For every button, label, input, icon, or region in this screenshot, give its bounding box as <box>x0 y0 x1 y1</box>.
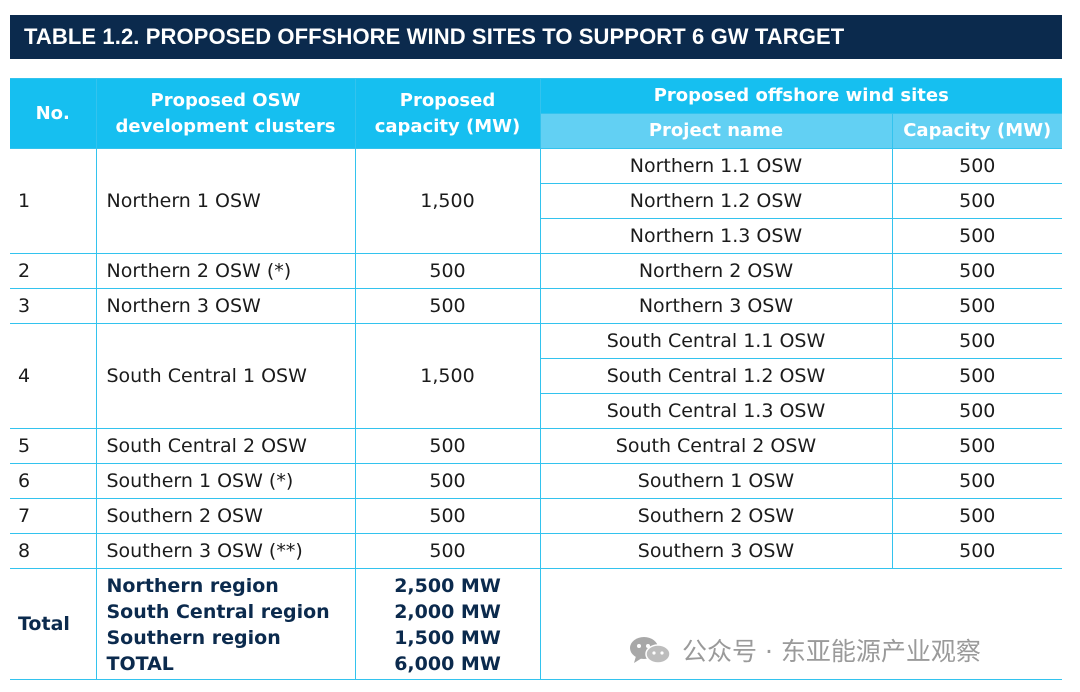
site-project-name: Southern 1 OSW <box>539 463 893 499</box>
site-capacity: 500 <box>891 498 1063 534</box>
total-values: 2,500 MW 2,000 MW 1,500 MW 6,000 MW <box>354 568 541 680</box>
site-project-name: Northern 1.2 OSW <box>540 183 893 219</box>
offshore-wind-sites-table: No. Proposed OSW development clusters Pr… <box>10 78 1063 680</box>
row-number: 8 <box>10 533 97 569</box>
cluster-name: Southern 3 OSW (**) <box>95 533 356 569</box>
header-sites: Proposed offshore wind sites <box>539 78 1063 114</box>
site-capacity: 500 <box>891 463 1063 499</box>
cluster-name: Southern 2 OSW <box>95 498 356 534</box>
cluster-name: Southern 1 OSW (*) <box>95 463 356 499</box>
total-regions: Northern region South Central region South… <box>95 568 356 680</box>
site-project-name: Southern 3 OSW <box>539 533 893 569</box>
total-region-value: 1,500 MW <box>394 627 501 649</box>
total-region-value: 2,500 MW <box>394 575 501 597</box>
watermark-text: 公众号 · 东亚能源产业观察 <box>682 637 981 666</box>
cluster-name: Northern 1 OSW <box>95 148 356 254</box>
row-number: 5 <box>10 428 97 464</box>
site-capacity: 500 <box>891 288 1063 324</box>
row-number: 6 <box>10 463 97 499</box>
site-project-name: South Central 2 OSW <box>539 428 893 464</box>
site-capacity: 500 <box>891 428 1063 464</box>
header-clusters: Proposed OSW development clusters <box>95 78 356 149</box>
watermark: 公众号 · 东亚能源产业观察 <box>628 632 981 668</box>
site-project-name: Northern 3 OSW <box>539 288 893 324</box>
total-region-name: Southern region <box>106 627 281 649</box>
header-no: No. <box>10 78 97 149</box>
site-capacity: 500 <box>891 148 1063 184</box>
cluster-capacity: 1,500 <box>354 323 541 429</box>
table-body: 1 Northern 1 OSW 1,500 Northern 1.1 OSW 500 N… <box>10 148 1063 680</box>
total-region-name: Northern region <box>106 575 279 597</box>
table-row: Northern 1.2 OSW 500 <box>10 183 1063 219</box>
cluster-capacity: 500 <box>354 498 541 534</box>
total-region-name: TOTAL <box>106 653 174 675</box>
row-number: 3 <box>10 288 97 324</box>
table-row: South Central 1.3 OSW 500 <box>10 393 1063 429</box>
row-number: 1 <box>10 148 97 254</box>
row-number: 2 <box>10 253 97 289</box>
header-capacity: Proposed capacity (MW) <box>354 78 541 149</box>
cluster-name: South Central 2 OSW <box>95 428 356 464</box>
total-region-value: 6,000 MW <box>394 653 501 675</box>
cluster-capacity: 500 <box>354 533 541 569</box>
total-region-value: 2,000 MW <box>394 601 501 623</box>
table-row: 5 South Central 2 OSW 500 South Central 2 O… <box>10 428 1063 464</box>
site-capacity: 500 <box>891 183 1063 219</box>
site-project-name: Northern 1.3 OSW <box>540 218 893 254</box>
table-row: 6 Southern 1 OSW (*) 500 Southern 1 OSW 500 <box>10 463 1063 499</box>
table-row: 3 Northern 3 OSW 500 Northern 3 OSW 500 <box>10 288 1063 324</box>
site-capacity: 500 <box>891 218 1063 254</box>
table-row: 2 Northern 2 OSW (*) 500 Northern 2 OSW 500 <box>10 253 1063 289</box>
total-region-name: South Central region <box>106 601 330 623</box>
site-capacity: 500 <box>891 533 1063 569</box>
cluster-capacity: 500 <box>354 463 541 499</box>
site-capacity: 500 <box>891 393 1063 429</box>
wechat-icon <box>628 635 672 665</box>
cluster-capacity: 500 <box>354 253 541 289</box>
table-row: 8 Southern 3 OSW (**) 500 Southern 3 OSW 500 <box>10 533 1063 569</box>
site-project-name: Southern 2 OSW <box>539 498 893 534</box>
cluster-name: Northern 2 OSW (*) <box>95 253 356 289</box>
site-capacity: 500 <box>891 358 1063 394</box>
site-project-name: South Central 1.3 OSW <box>540 393 893 429</box>
row-number: 4 <box>10 323 97 429</box>
cluster-name: Northern 3 OSW <box>95 288 356 324</box>
site-capacity: 500 <box>891 323 1063 359</box>
row-number: 7 <box>10 498 97 534</box>
total-label: Total <box>10 568 97 680</box>
site-project-name: South Central 1.2 OSW <box>540 358 893 394</box>
total-empty-cell <box>539 568 1063 680</box>
header-site-capacity: Capacity (MW) <box>891 113 1063 149</box>
cluster-name: South Central 1 OSW <box>95 323 356 429</box>
site-capacity: 500 <box>891 253 1063 289</box>
site-project-name: Northern 1.1 OSW <box>539 148 893 184</box>
cluster-capacity: 500 <box>354 288 541 324</box>
site-project-name: Northern 2 OSW <box>539 253 893 289</box>
table-row: 1 Northern 1 OSW 1,500 Northern 1.1 OSW 500 <box>10 148 1063 254</box>
total-row: Total Northern region South Central region… <box>10 568 1063 680</box>
table-title: TABLE 1.2. PROPOSED OFFSHORE WIND SITES … <box>10 15 1062 59</box>
table-row: 4 South Central 1 OSW 1,500 South Central 1… <box>10 323 1063 429</box>
cluster-capacity: 500 <box>354 428 541 464</box>
table-row: 7 Southern 2 OSW 500 Southern 2 OSW 500 <box>10 498 1063 534</box>
site-project-name: South Central 1.1 OSW <box>539 323 893 359</box>
cluster-capacity: 1,500 <box>354 148 541 254</box>
header-project-name: Project name <box>540 113 893 149</box>
